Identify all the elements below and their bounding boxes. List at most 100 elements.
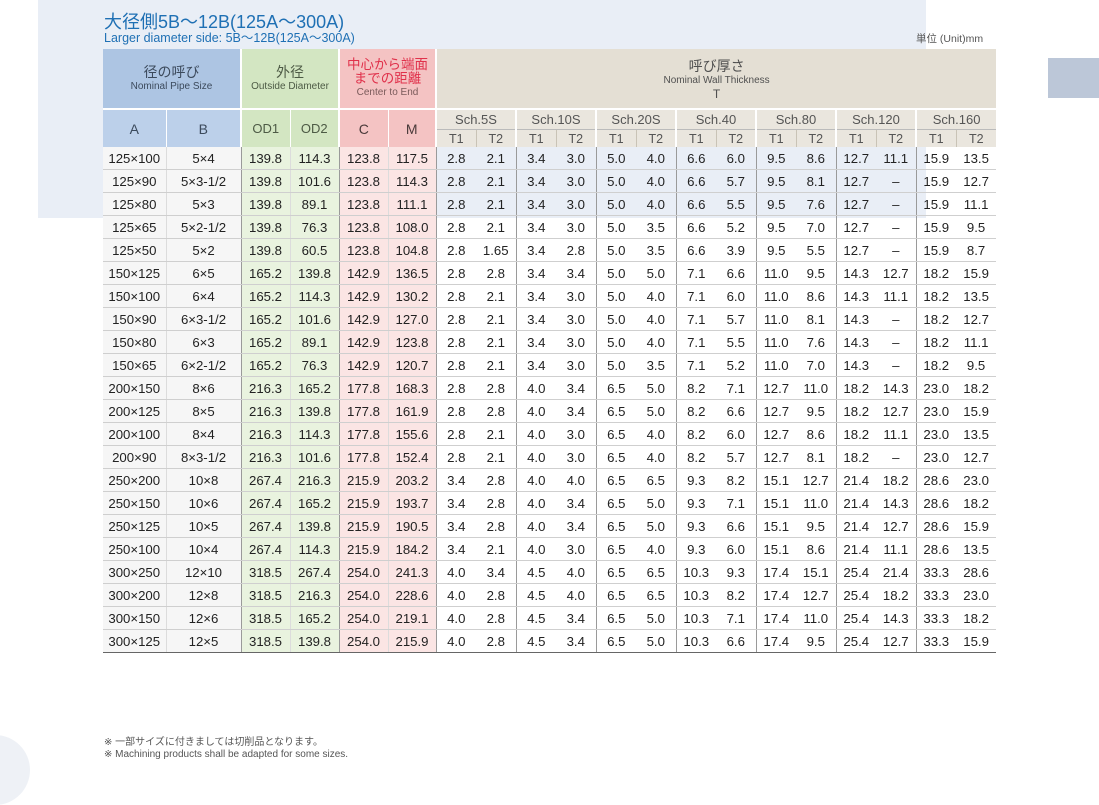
schedule-header: Sch.160 — [914, 108, 997, 130]
cell-od2: 165.2 — [290, 606, 340, 630]
cell-wall-t1: 25.4 — [836, 629, 876, 653]
cell-wall-t2: 3.0 — [556, 147, 597, 170]
cell-od1: 318.5 — [241, 583, 291, 607]
schedule-header: Sch.5S — [435, 108, 516, 130]
cell-wall-t2: 9.5 — [796, 399, 837, 423]
cell-wall-t2: 3.0 — [556, 422, 597, 446]
cell-wall-t2: 8.2 — [716, 583, 757, 607]
cell-wall-t1: 6.5 — [596, 376, 636, 400]
cell-wall-t2: 2.8 — [476, 468, 517, 492]
cell-od2: 101.6 — [290, 445, 340, 469]
cell-wall-t1: 5.0 — [596, 307, 636, 331]
cell-b: 6×3-1/2 — [166, 307, 242, 331]
cell-m: 203.2 — [388, 468, 437, 492]
cell-b: 10×5 — [166, 514, 242, 538]
cell-a: 300×200 — [103, 583, 167, 607]
cell-wall-t2: 2.8 — [476, 376, 517, 400]
cell-m: 161.9 — [388, 399, 437, 423]
cell-wall-t1: 10.3 — [676, 629, 716, 653]
cell-wall-t1: 2.8 — [436, 215, 476, 239]
cell-wall-t1: 4.5 — [516, 560, 556, 584]
cell-wall-t1: 2.8 — [436, 353, 476, 377]
cell-wall-t2: 9.5 — [956, 215, 997, 239]
cell-c: 123.8 — [339, 147, 389, 170]
cell-wall-t2: 4.0 — [636, 147, 677, 170]
table-row: 125×65 5×2-1/2 139.8 76.3 123.8 108.0 2.8 2.1 3.… — [103, 215, 997, 239]
cell-wall-t1: 6.5 — [596, 445, 636, 469]
cell-m: 130.2 — [388, 284, 437, 308]
cell-c: 177.8 — [339, 445, 389, 469]
cell-wall-t1: 4.0 — [436, 560, 476, 584]
cell-wall-t1: 5.0 — [596, 238, 636, 262]
cell-wall-t1: 7.1 — [676, 307, 716, 331]
cell-wall-t1: 6.6 — [676, 169, 716, 193]
cell-m: 193.7 — [388, 491, 437, 515]
cell-wall-t2: 12.7 — [956, 307, 997, 331]
cell-wall-t2: 3.4 — [556, 376, 597, 400]
cell-wall-t2: 6.5 — [636, 560, 677, 584]
cell-od1: 216.3 — [241, 422, 291, 446]
cell-b: 5×2-1/2 — [166, 215, 242, 239]
cell-wall-t2: 6.0 — [716, 284, 757, 308]
cell-wall-t2: 6.6 — [716, 261, 757, 285]
table-row: 300×200 12×8 318.5 216.3 254.0 228.6 4.0 2.8 4.5… — [103, 583, 997, 607]
cell-od1: 318.5 — [241, 629, 291, 653]
cell-a: 125×90 — [103, 169, 167, 193]
cell-b: 5×4 — [166, 147, 242, 170]
corner-decoration — [0, 735, 30, 805]
cell-wall-t1: 33.3 — [916, 583, 956, 607]
cell-wall-t2: 2.1 — [476, 215, 517, 239]
cell-wall-t2: 2.1 — [476, 169, 517, 193]
cell-wall-t2: 7.1 — [716, 376, 757, 400]
cell-wall-t1: 15.9 — [916, 147, 956, 170]
cell-wall-t2: 4.0 — [636, 307, 677, 331]
schedule-header: Sch.10S — [515, 108, 596, 130]
cell-b: 12×5 — [166, 629, 242, 653]
cell-wall-t1: 5.0 — [596, 192, 636, 216]
cell-wall-t2: 6.0 — [716, 422, 757, 446]
cell-wall-t1: 23.0 — [916, 399, 956, 423]
cell-wall-t2: 3.0 — [556, 537, 597, 561]
cell-od1: 139.8 — [241, 192, 291, 216]
cell-wall-t2: 8.2 — [716, 468, 757, 492]
cell-wall-t1: 15.9 — [916, 169, 956, 193]
cell-wall-t2: 8.1 — [796, 445, 837, 469]
cell-wall-t1: 15.1 — [756, 491, 796, 515]
cell-wall-t1: 21.4 — [836, 468, 876, 492]
cell-wall-t1: 7.1 — [676, 284, 716, 308]
cell-od1: 165.2 — [241, 330, 291, 354]
cell-wall-t1: 18.2 — [836, 445, 876, 469]
cell-wall-t2: 11.1 — [956, 330, 997, 354]
cell-wall-t2: 2.1 — [476, 537, 517, 561]
cell-b: 8×4 — [166, 422, 242, 446]
cell-wall-t2: 11.1 — [876, 147, 917, 170]
table-row: 125×100 5×4 139.8 114.3 123.8 117.5 2.8 2.1 3.4 3… — [103, 147, 997, 170]
cell-wall-t1: 4.0 — [436, 629, 476, 653]
cell-wall-t1: 8.2 — [676, 422, 716, 446]
side-index-tab[interactable] — [1048, 58, 1099, 98]
cell-wall-t1: 4.0 — [516, 514, 556, 538]
cell-wall-t2: 3.5 — [636, 353, 677, 377]
cell-wall-t1: 10.3 — [676, 606, 716, 630]
cell-wall-t1: 3.4 — [436, 491, 476, 515]
cell-wall-t2: 2.1 — [476, 445, 517, 469]
cell-wall-t1: 12.7 — [836, 169, 876, 193]
cell-b: 12×10 — [166, 560, 242, 584]
cell-wall-t1: 14.3 — [836, 307, 876, 331]
t2-header: T2 — [795, 129, 836, 147]
cell-wall-t2: 4.0 — [636, 330, 677, 354]
cell-a: 200×125 — [103, 399, 167, 423]
table-row: 200×150 8×6 216.3 165.2 177.8 168.3 2.8 2.8 4.0 3… — [103, 376, 997, 400]
cell-wall-t2: 1.65 — [476, 238, 517, 262]
cell-b: 6×5 — [166, 261, 242, 285]
cell-wall-t1: 11.0 — [756, 353, 796, 377]
cell-wall-t2: 3.4 — [556, 514, 597, 538]
cell-wall-t1: 3.4 — [516, 284, 556, 308]
cell-wall-t1: 14.3 — [836, 284, 876, 308]
t1-header: T1 — [835, 129, 876, 147]
cell-wall-t1: 25.4 — [836, 560, 876, 584]
cell-wall-t2: 5.7 — [716, 307, 757, 331]
cell-wall-t2: 8.1 — [796, 169, 837, 193]
cell-od1: 165.2 — [241, 284, 291, 308]
cell-wall-t2: 23.0 — [956, 583, 997, 607]
